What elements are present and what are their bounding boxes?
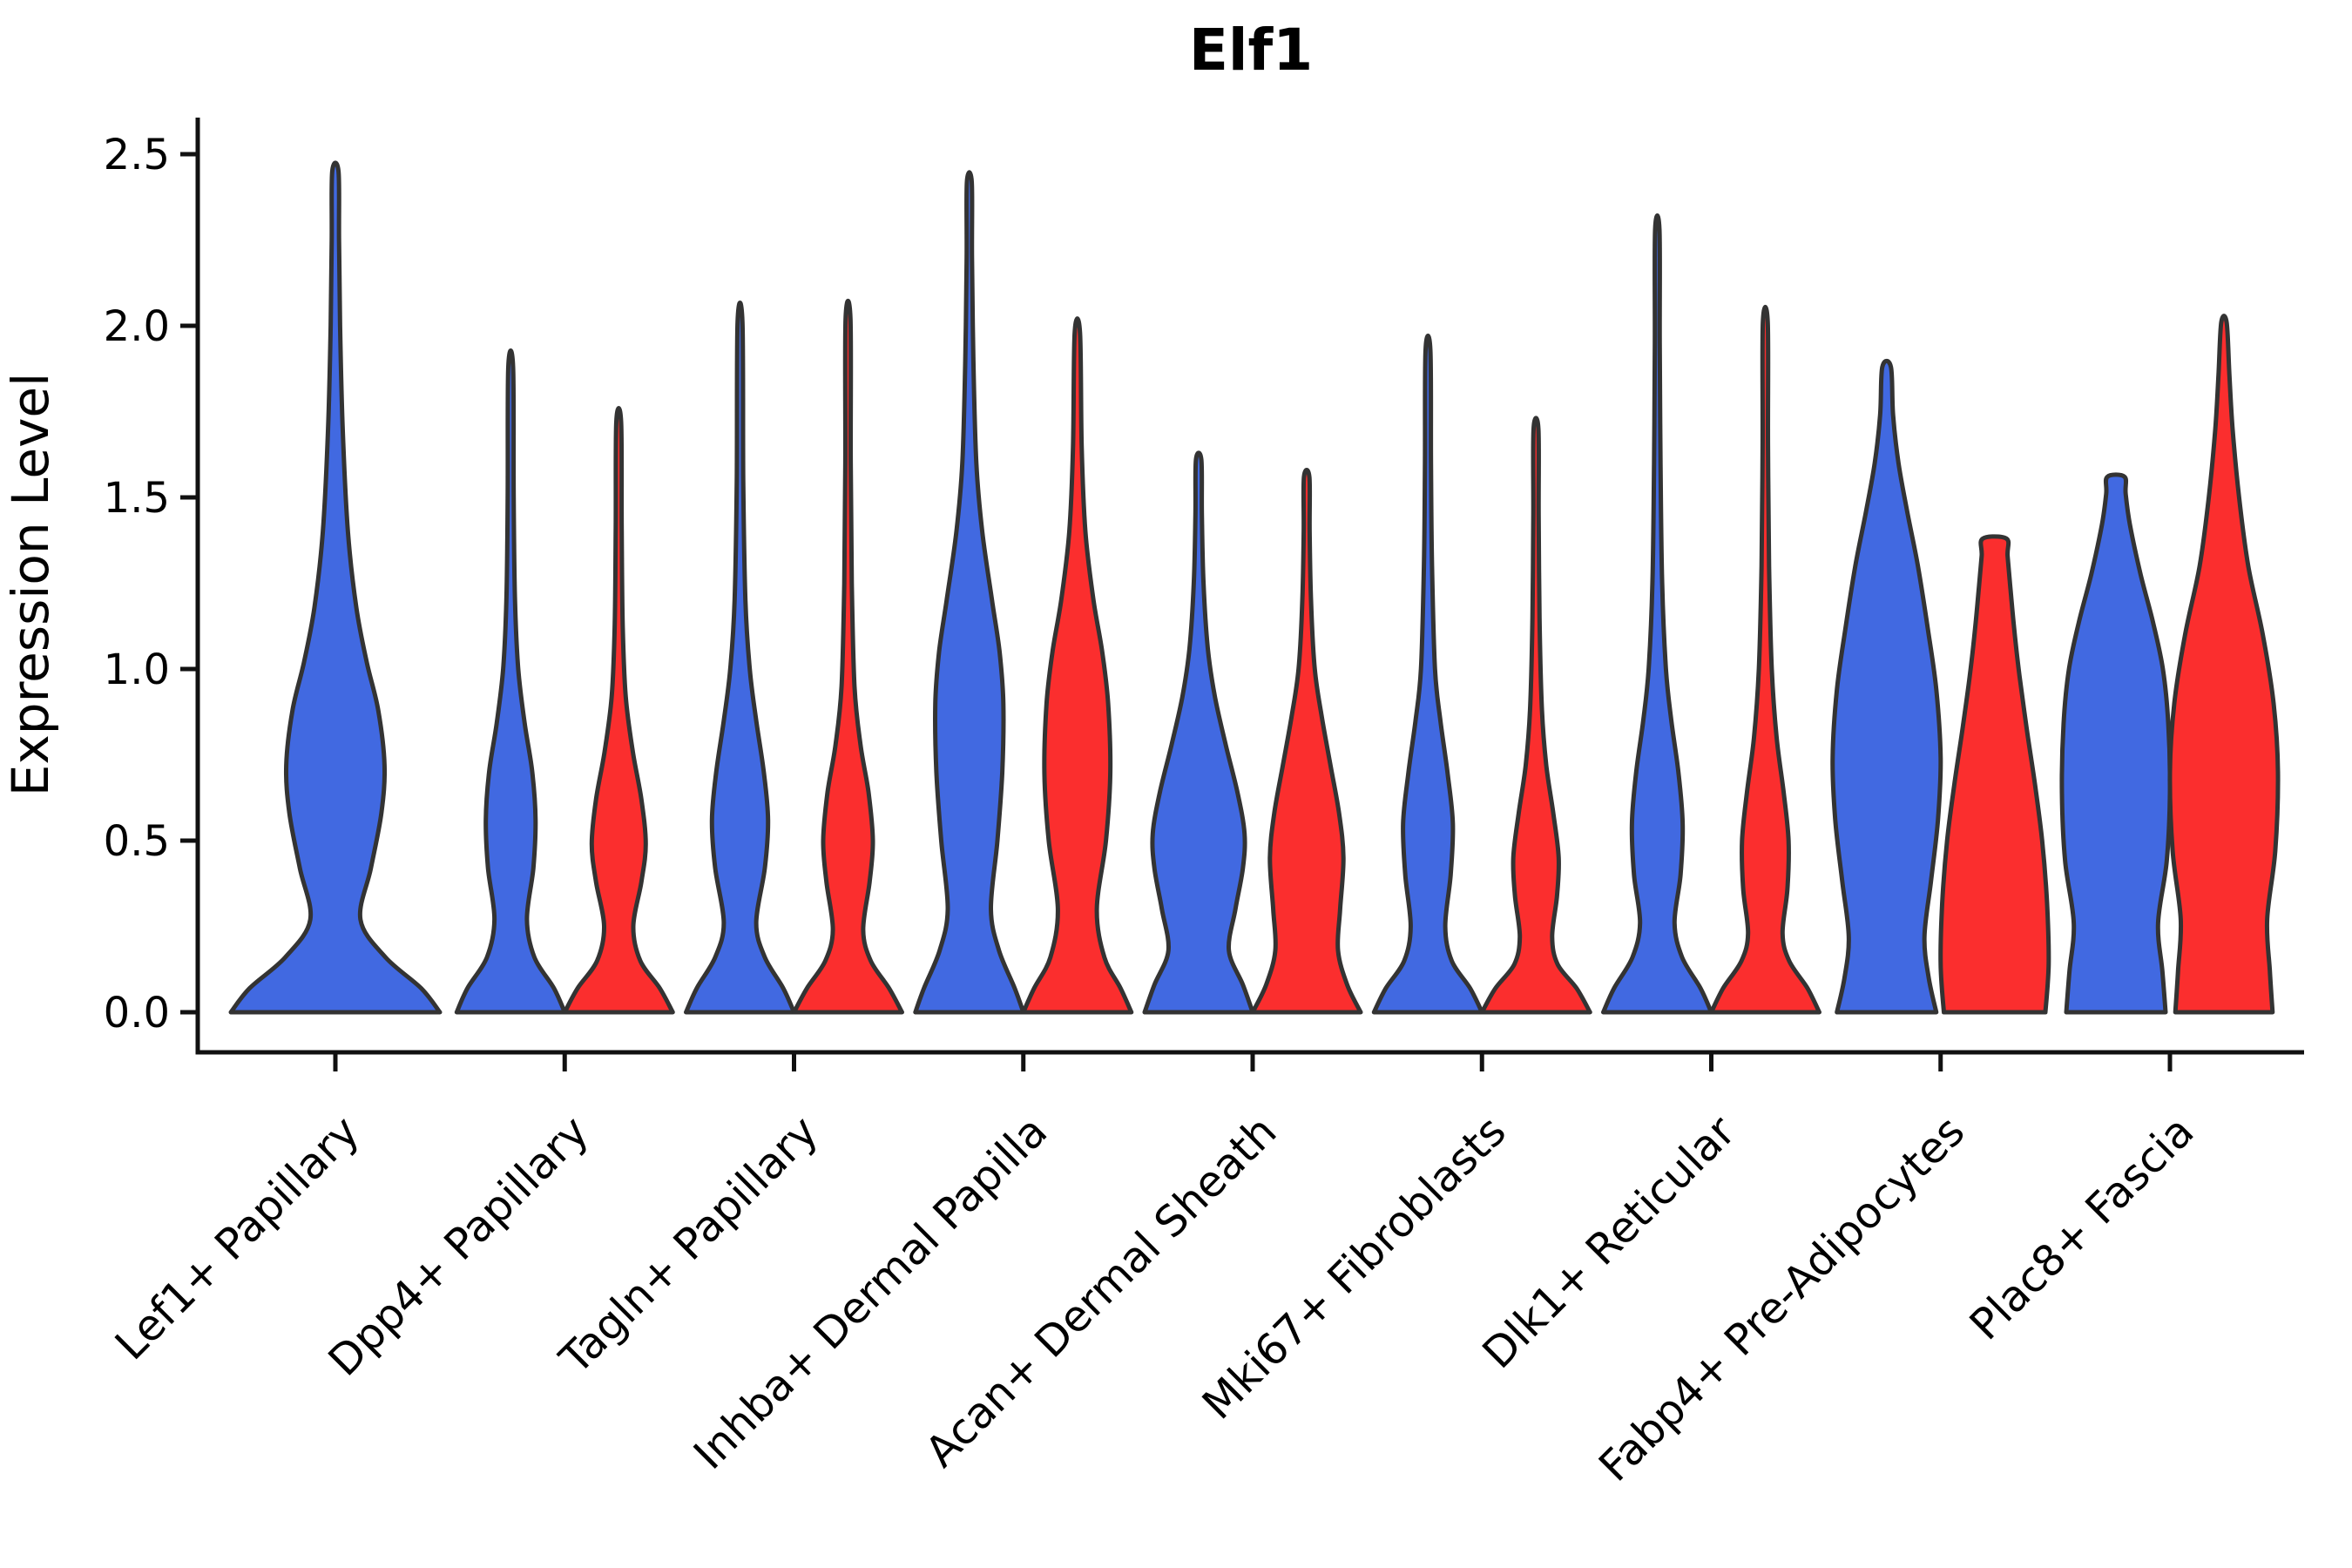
violin-inhba-dermal-papilla-red	[1021, 316, 1134, 1015]
violin-inhba-dermal-papilla-blue	[913, 170, 1026, 1015]
x-tick-label-plac8-fascia: Plac8+ Fascia	[1960, 1106, 2203, 1349]
x-tick-label-fabp4-pre-adipocytes: Fabp4+ Pre-Adipocytes	[1590, 1106, 1975, 1491]
y-axis-label: Expression Level	[1, 373, 60, 796]
violin-mki67-fibroblasts-blue	[1371, 333, 1484, 1015]
x-tick-label-dlk1-reticular: Dlk1+ Reticular	[1473, 1106, 1746, 1379]
y-tick-label: 2.5	[104, 131, 170, 179]
violin-dlk1-reticular-red	[1709, 304, 1821, 1015]
violin-tagln-papillary-red	[792, 298, 904, 1015]
y-axis-ticks: 0.0 0.5 1.0 1.5 2.0 2.5	[104, 131, 198, 1037]
chart-title: Elf1	[1189, 17, 1313, 84]
x-tick-label-lef1-papillary: Lef1+ Papillary	[105, 1106, 368, 1369]
y-tick-label: 1.5	[104, 474, 170, 523]
violin-fabp4-pre-adipocytes-red	[1938, 534, 2051, 1015]
violin-plac8-fascia-red	[2167, 314, 2281, 1015]
violin-dpp4-papillary-red	[562, 406, 675, 1015]
y-tick-label: 1.0	[104, 645, 170, 694]
violin-acan-dermal-sheath-blue	[1142, 450, 1255, 1015]
violin-acan-dermal-sheath-red	[1250, 468, 1363, 1015]
violin-mki67-fibroblasts-red	[1479, 416, 1592, 1015]
violin-dpp4-papillary-blue	[454, 348, 567, 1015]
violin-plac8-fascia-blue	[2059, 472, 2173, 1015]
violin-dlk1-reticular-blue	[1601, 213, 1713, 1015]
violin-fabp4-pre-adipocytes-blue	[1830, 359, 1943, 1015]
violin-lef1-papillary-blue	[228, 160, 443, 1015]
violin-tagln-papillary-blue	[684, 300, 796, 1015]
y-tick-label: 0.0	[104, 989, 170, 1037]
violins-group	[228, 160, 2281, 1015]
y-tick-label: 0.5	[104, 817, 170, 866]
y-tick-label: 2.0	[104, 302, 170, 351]
